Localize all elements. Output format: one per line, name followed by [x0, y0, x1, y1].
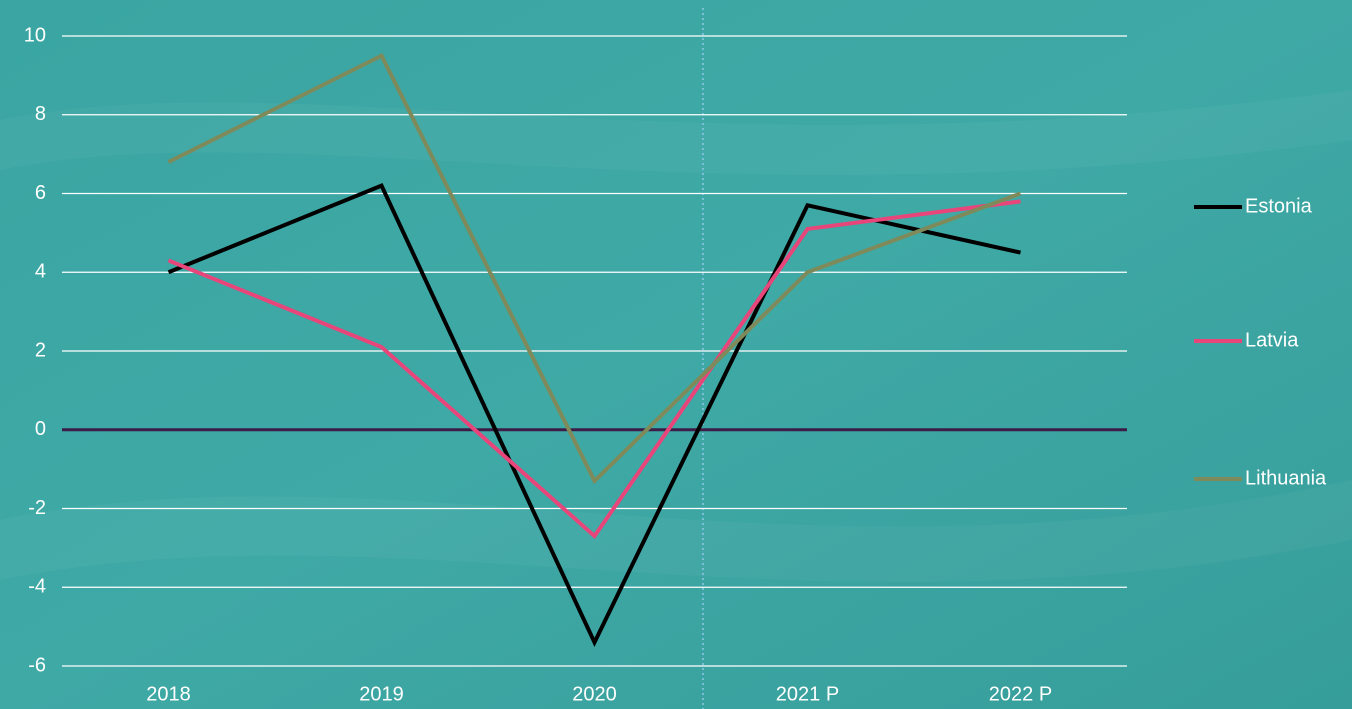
wave: [0, 480, 1352, 583]
legend-label: Lithuania: [1245, 467, 1327, 489]
legend-label: Latvia: [1245, 329, 1299, 351]
y-tick-label: -2: [28, 497, 46, 519]
y-tick-label: 6: [35, 182, 46, 204]
y-tick-label: -6: [28, 654, 46, 676]
y-tick-label: 4: [35, 261, 46, 283]
y-tick-label: 10: [24, 24, 46, 46]
y-tick-label: 2: [35, 339, 46, 361]
y-tick-label: 8: [35, 103, 46, 125]
x-tick-label: 2021 P: [776, 683, 839, 705]
x-tick-label: 2022 P: [989, 683, 1052, 705]
x-tick-label: 2020: [572, 683, 617, 705]
x-tick-label: 2018: [146, 683, 191, 705]
series-line: [167, 199, 1021, 540]
legend-label: Estonia: [1245, 195, 1313, 217]
wave: [0, 90, 1352, 175]
y-tick-label: -4: [28, 576, 46, 598]
series-line: [167, 53, 1022, 485]
x-tick-label: 2019: [359, 683, 404, 705]
y-tick-label: 0: [35, 418, 46, 440]
